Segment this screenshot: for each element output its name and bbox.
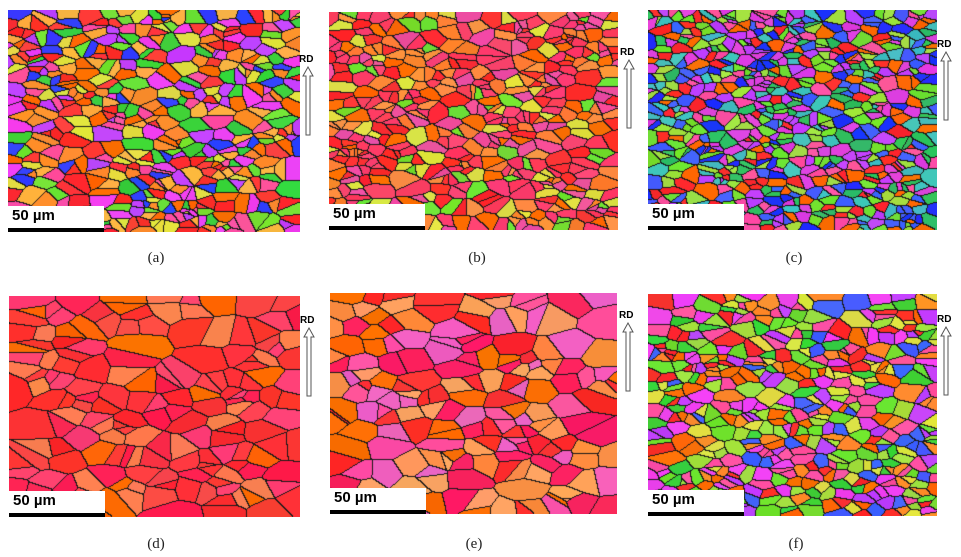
caption: (f)	[788, 536, 804, 552]
scale-label: 50 µm	[12, 207, 55, 224]
arrow-up-icon	[940, 51, 952, 121]
scale-line	[648, 226, 744, 230]
orientation-map-image	[330, 293, 617, 514]
orientation-map-image	[9, 296, 300, 517]
ebsd-map-a: 50 µm	[8, 10, 300, 232]
scale-line	[9, 513, 105, 517]
rd-axis-indicator: RD	[620, 47, 644, 129]
ebsd-map-b: 50 µm	[329, 12, 618, 230]
arrow-up-icon	[940, 326, 952, 396]
orientation-map-image	[648, 294, 937, 516]
scale-bar: 50 µm	[8, 206, 104, 232]
rd-axis-indicator: RD	[937, 39, 961, 121]
caption: (d)	[147, 536, 165, 552]
scale-label: 50 µm	[334, 489, 377, 506]
rd-axis-indicator: RD	[937, 314, 961, 396]
orientation-map-image	[329, 12, 618, 230]
scale-line	[330, 510, 426, 514]
rd-axis-indicator: RD	[300, 315, 324, 397]
arrow-up-icon	[623, 59, 635, 129]
rd-label: RD	[620, 47, 635, 58]
rd-label: RD	[300, 315, 315, 326]
scale-line	[8, 228, 104, 232]
rd-axis-indicator: RD	[299, 54, 323, 136]
rd-label: RD	[937, 314, 952, 325]
scale-bar: 50 µm	[648, 204, 744, 230]
caption: (c)	[785, 250, 803, 266]
scale-label: 50 µm	[652, 491, 695, 508]
scale-label: 50 µm	[652, 205, 695, 222]
rd-label: RD	[299, 54, 314, 65]
scale-line	[329, 226, 425, 230]
scale-bar: 50 µm	[330, 488, 426, 514]
rd-axis-indicator: RD	[619, 310, 643, 392]
arrow-up-icon	[303, 327, 315, 397]
caption: (e)	[465, 536, 483, 552]
arrow-up-icon	[302, 66, 314, 136]
ebsd-map-c: 50 µm	[648, 10, 937, 230]
scale-bar: 50 µm	[329, 204, 425, 230]
ebsd-map-f: 50 µm	[648, 294, 937, 516]
orientation-map-image	[8, 10, 300, 232]
orientation-map-image	[648, 10, 937, 230]
scale-label: 50 µm	[333, 205, 376, 222]
ebsd-map-d: 50 µm	[9, 296, 300, 517]
caption: (a)	[147, 250, 165, 266]
rd-label: RD	[937, 39, 952, 50]
scale-line	[648, 512, 744, 516]
rd-label: RD	[619, 310, 634, 321]
caption: (b)	[468, 250, 486, 266]
ebsd-map-e: 50 µm	[330, 293, 617, 514]
scale-bar: 50 µm	[648, 490, 744, 516]
scale-label: 50 µm	[13, 492, 56, 509]
arrow-up-icon	[622, 322, 634, 392]
scale-bar: 50 µm	[9, 491, 105, 517]
